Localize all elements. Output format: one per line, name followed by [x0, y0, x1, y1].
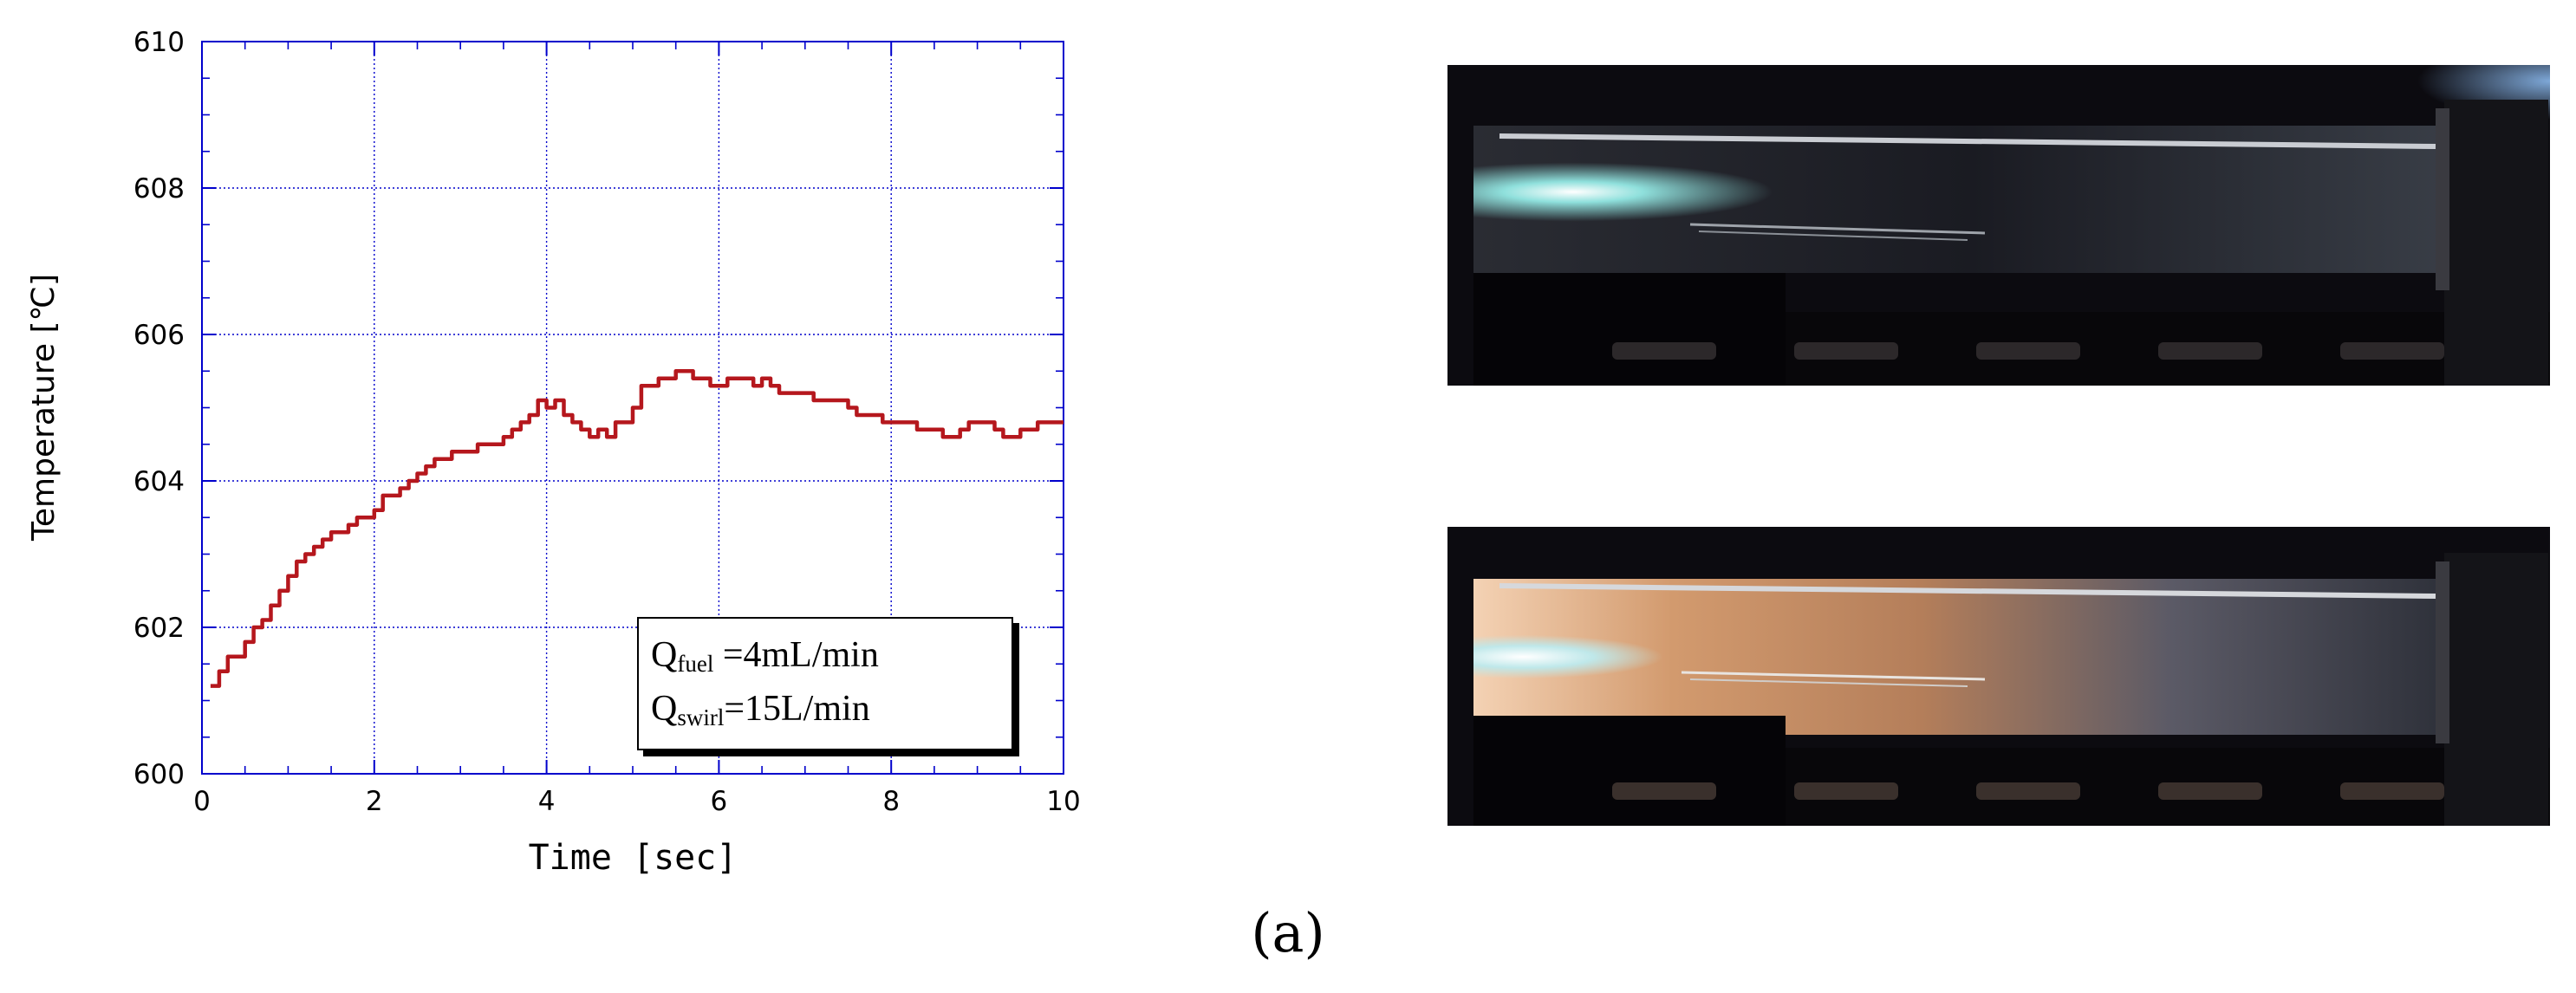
y-tick-label: 606: [133, 320, 185, 351]
axis-ticks: [201, 41, 1064, 775]
fuel-flow-label: Qfuel =4mL/min: [651, 635, 879, 677]
x-tick-label: 0: [193, 786, 211, 817]
y-tick-label: 600: [133, 759, 185, 790]
y-tick-label: 602: [133, 613, 185, 644]
x-tick-label: 6: [711, 786, 728, 817]
temperature-chart: 0 2 4 6 8 10 600 602 604 606 608 610 Time [sec] Tem…: [26, 27, 1081, 878]
combustor-photo-top: [1447, 65, 2550, 386]
x-tick-label: 8: [882, 786, 900, 817]
y-axis-label: Temperature [℃]: [26, 274, 62, 542]
y-tick-label: 608: [133, 173, 185, 204]
x-tick-label: 10: [1046, 786, 1080, 817]
x-axis-label: Time [sec]: [529, 838, 738, 878]
x-tick-label: 2: [366, 786, 383, 817]
tick-labels: 0 2 4 6 8 10 600 602 604 606 608 610: [133, 27, 1081, 817]
combustor-photo-bottom: [1447, 527, 2550, 826]
condition-legend-box: Qfuel =4mL/min Qswirl=15L/min: [637, 617, 1013, 750]
x-tick-label: 4: [538, 786, 556, 817]
y-tick-label: 610: [133, 27, 185, 58]
temperature-series-line: [210, 368, 1064, 688]
swirl-flow-label: Qswirl=15L/min: [651, 689, 870, 730]
y-tick-label: 604: [133, 466, 185, 497]
grid-lines: [202, 42, 1064, 774]
panel-label: (a): [1251, 901, 1325, 964]
